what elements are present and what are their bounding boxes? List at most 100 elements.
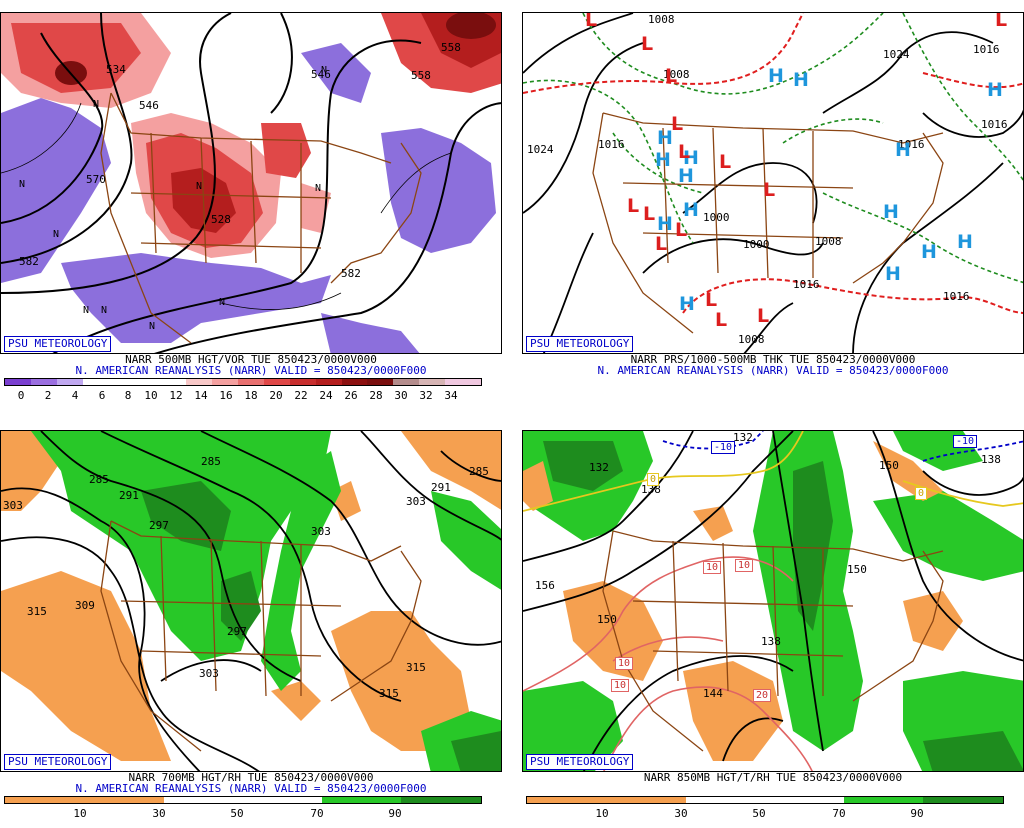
- height-contour: [440, 450, 501, 482]
- map-title-line: NARR 700MB HGT/RH TUE 850423/0000V000: [128, 771, 374, 784]
- contour-label: 558: [411, 69, 431, 82]
- panel-850mb-temp-rh: 132 132 138 150 156 150 138 144 150 138 …: [522, 418, 1024, 828]
- dry-area: [683, 661, 783, 761]
- contour-label: 285: [89, 473, 109, 486]
- high-pressure-symbol: H: [655, 149, 671, 171]
- temp-warm-isotherm: [603, 686, 813, 771]
- height-contour: [1, 487, 201, 771]
- contour-label: 315: [27, 605, 47, 618]
- contour-label: 285: [201, 455, 221, 468]
- very-moist-area: [923, 731, 1023, 771]
- panel-surface-pressure-thickness: 1008 1008 1024 1016 1000 1000 1008 1008 …: [522, 0, 1024, 410]
- isobar: [822, 31, 994, 114]
- contour-label: 315: [379, 687, 399, 700]
- state-border: [160, 535, 302, 697]
- contour-label: 150: [879, 459, 899, 472]
- isobar-label: 1016: [973, 43, 1000, 56]
- height-contour: [772, 431, 824, 752]
- coastline: [852, 132, 944, 284]
- high-pressure-symbol: H: [678, 165, 694, 187]
- contour-label: 291: [431, 481, 451, 494]
- vorticity-min-symbol: N: [149, 321, 156, 332]
- rh700-map-graphic: [1, 431, 501, 771]
- contour-label: 546: [139, 99, 159, 112]
- thickness-contour: [822, 192, 1023, 284]
- coastline: [100, 92, 192, 344]
- isobar: [642, 238, 824, 274]
- state-border: [130, 192, 332, 249]
- contour-label: 144: [703, 687, 723, 700]
- height-contour: [40, 431, 302, 682]
- high-pressure-symbol: H: [921, 241, 937, 263]
- isobar-label: 1024: [527, 143, 554, 156]
- vorticity-negative-area: [321, 313, 420, 353]
- low-pressure-symbol: L: [678, 141, 691, 163]
- psu-meteorology-label: PSU METEOROLOGY: [526, 336, 634, 352]
- very-moist-area: [141, 481, 231, 551]
- temp-warm-isotherm: [612, 636, 724, 662]
- low-pressure-symbol: L: [705, 289, 718, 311]
- low-pressure-symbol: L: [763, 179, 776, 201]
- contour-label: 303: [3, 499, 23, 512]
- vorticity-negative-area: [301, 43, 371, 103]
- low-pressure-symbol: L: [641, 33, 654, 55]
- vorticity-map-graphic: [1, 13, 501, 353]
- high-pressure-symbol: H: [657, 213, 673, 235]
- thickness-contour: [523, 79, 694, 244]
- high-pressure-symbol: H: [683, 199, 699, 221]
- contour-label: 546: [311, 68, 331, 81]
- isobar-label: 1016: [981, 118, 1008, 131]
- height-contour: [52, 39, 422, 353]
- low-pressure-symbol: L: [655, 233, 668, 255]
- dry-area: [873, 441, 943, 501]
- contour-label: 138: [641, 483, 661, 496]
- isobar-label: 1016: [793, 278, 820, 291]
- state-border: [120, 600, 342, 657]
- temp-cold-isotherm: [922, 440, 1023, 462]
- isobar-label: 1024: [883, 48, 910, 61]
- psu-meteorology-label: PSU METEOROLOGY: [4, 754, 112, 770]
- height-contour: [1, 13, 133, 264]
- height-contour: [160, 659, 262, 682]
- height-contour: [523, 431, 794, 612]
- vorticity-min-symbol: N: [53, 229, 60, 240]
- contour-label: 309: [75, 599, 95, 612]
- low-pressure-symbol: L: [995, 12, 1008, 31]
- vorticity-negative-area: [1, 98, 111, 283]
- vorticity-min-symbol: N: [315, 183, 322, 194]
- high-pressure-symbol: H: [793, 69, 809, 91]
- thickness-contour: [582, 13, 884, 95]
- very-moist-area: [221, 571, 261, 641]
- pressure-map-graphic: [523, 13, 1023, 353]
- isobar-label: 1008: [815, 235, 842, 248]
- contour-label: 570: [86, 173, 106, 186]
- map-valid-line: N. AMERICAN REANALYSIS (NARR) VALID = 85…: [75, 364, 427, 377]
- state-border: [672, 540, 824, 697]
- height-contour: [360, 431, 501, 541]
- height-contour: [582, 655, 794, 771]
- low-pressure-symbol: L: [719, 151, 732, 173]
- map-surface-pressure: 1008 1008 1024 1016 1000 1000 1008 1008 …: [522, 12, 1024, 354]
- rh-color-scale: [526, 796, 1004, 804]
- isobar-label: 1008: [663, 68, 690, 81]
- vorticity-negative-area: [61, 253, 331, 343]
- temp-zero-isotherm: [902, 480, 1023, 507]
- isobar-label: 1000: [743, 238, 770, 251]
- contour-label: 291: [119, 489, 139, 502]
- vorticity-min-symbol: N: [321, 65, 328, 76]
- isotherm-label: 10: [611, 679, 630, 692]
- contour-label: 138: [761, 635, 781, 648]
- contour-label: 528: [211, 213, 231, 226]
- height-contour: [722, 717, 784, 762]
- country-border: [602, 112, 944, 144]
- vorticity-min-symbol: N: [196, 181, 203, 192]
- vorticity-color-scale: [4, 378, 482, 386]
- isobar-label: 1008: [648, 13, 675, 26]
- height-contour: [1, 32, 104, 224]
- dry-area: [523, 461, 553, 511]
- low-pressure-symbol: L: [715, 309, 728, 331]
- contour-label: 297: [149, 519, 169, 532]
- rh-scale-ticks: 10 30 50 70 90: [595, 807, 924, 820]
- height-contour: [270, 13, 293, 114]
- high-pressure-symbol: H: [987, 79, 1003, 101]
